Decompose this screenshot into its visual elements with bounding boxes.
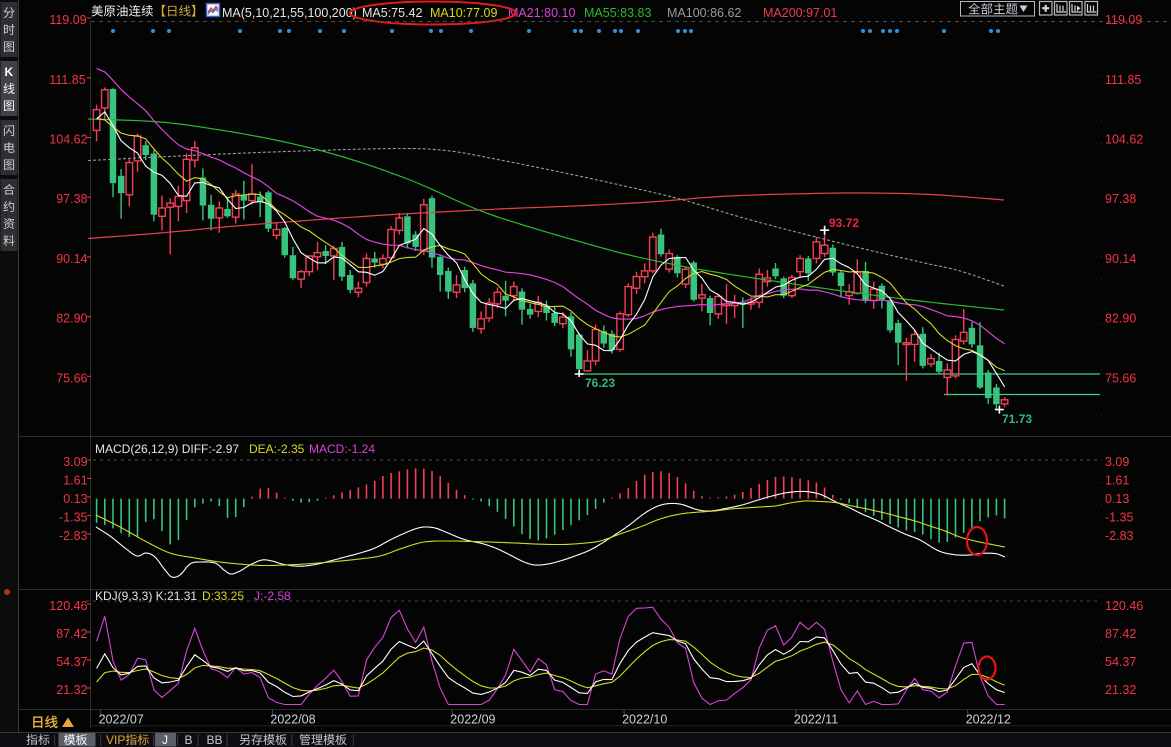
svg-text:120.46: 120.46 xyxy=(49,599,87,613)
svg-text:97.38: 97.38 xyxy=(56,192,87,206)
svg-text:2022/09: 2022/09 xyxy=(450,713,495,727)
svg-text:2022/08: 2022/08 xyxy=(270,713,315,727)
svg-text:120.46: 120.46 xyxy=(1105,599,1143,613)
svg-text:MA(5,10,21,55,100,200): MA(5,10,21,55,100,200) xyxy=(222,6,357,20)
svg-text:2022/11: 2022/11 xyxy=(794,713,838,727)
svg-text:104.62: 104.62 xyxy=(1105,133,1143,147)
svg-text:87.42: 87.42 xyxy=(56,627,87,641)
svg-text:1.61: 1.61 xyxy=(1105,474,1129,488)
svg-text:1.61: 1.61 xyxy=(63,474,87,488)
svg-text:104.62: 104.62 xyxy=(49,133,87,147)
svg-text:82.90: 82.90 xyxy=(1105,312,1136,326)
svg-text:KDJ(9,3,3) K:21.31: KDJ(9,3,3) K:21.31 xyxy=(95,589,197,603)
svg-text:-2.83: -2.83 xyxy=(1105,529,1134,543)
svg-text:MA10:77.09: MA10:77.09 xyxy=(430,6,497,20)
svg-text:54.37: 54.37 xyxy=(1105,655,1136,669)
svg-text:-2.83: -2.83 xyxy=(59,529,88,543)
svg-text:90.14: 90.14 xyxy=(1105,252,1136,266)
svg-text:3.09: 3.09 xyxy=(1105,455,1129,469)
svg-text:87.42: 87.42 xyxy=(1105,627,1136,641)
svg-text:J: J xyxy=(162,733,168,747)
svg-text:21.32: 21.32 xyxy=(56,683,87,697)
svg-text:VIP: VIP xyxy=(106,733,125,747)
svg-text:97.38: 97.38 xyxy=(1105,192,1136,206)
svg-text:119.09: 119.09 xyxy=(49,13,86,27)
svg-text:111.85: 111.85 xyxy=(1105,73,1141,87)
svg-text:MA55:83.83: MA55:83.83 xyxy=(584,6,651,20)
svg-text:BB: BB xyxy=(207,733,223,747)
svg-text:0.13: 0.13 xyxy=(1105,492,1129,506)
svg-text:75.66: 75.66 xyxy=(1105,371,1136,385)
svg-text:3.09: 3.09 xyxy=(63,455,87,469)
svg-text:82.90: 82.90 xyxy=(56,312,87,326)
svg-text:MA5:75.42: MA5:75.42 xyxy=(362,6,423,20)
svg-text:MACD(26,12,9) DIFF:-2.97: MACD(26,12,9) DIFF:-2.97 xyxy=(95,442,239,456)
svg-text:21.32: 21.32 xyxy=(1105,683,1136,697)
svg-text:-1.35: -1.35 xyxy=(1105,511,1134,525)
svg-text:MACD:-1.24: MACD:-1.24 xyxy=(309,442,375,456)
svg-text:119.09: 119.09 xyxy=(1105,13,1142,27)
svg-text:0.13: 0.13 xyxy=(63,492,87,506)
svg-text:J:-2.58: J:-2.58 xyxy=(254,589,291,603)
svg-text:75.66: 75.66 xyxy=(56,371,87,385)
svg-text:K: K xyxy=(5,65,14,79)
svg-text:MA100:86.62: MA100:86.62 xyxy=(667,6,741,20)
svg-text:71.73: 71.73 xyxy=(1002,412,1032,426)
svg-text:90.14: 90.14 xyxy=(56,252,87,266)
svg-text:MA21:80.10: MA21:80.10 xyxy=(508,6,575,20)
svg-text:93.72: 93.72 xyxy=(829,216,859,230)
svg-text:54.37: 54.37 xyxy=(56,655,87,669)
svg-text:111.85: 111.85 xyxy=(49,73,85,87)
svg-text:DEA:-2.35: DEA:-2.35 xyxy=(249,442,305,456)
svg-text:2022/10: 2022/10 xyxy=(622,713,667,727)
svg-text:MA200:97.01: MA200:97.01 xyxy=(763,6,837,20)
svg-text:2022/12: 2022/12 xyxy=(966,713,1011,727)
svg-text:2022/07: 2022/07 xyxy=(99,713,144,727)
svg-text:76.23: 76.23 xyxy=(585,376,615,390)
svg-text:D:33.25: D:33.25 xyxy=(202,589,244,603)
svg-text:-1.35: -1.35 xyxy=(59,511,88,525)
svg-text:B: B xyxy=(185,733,193,747)
